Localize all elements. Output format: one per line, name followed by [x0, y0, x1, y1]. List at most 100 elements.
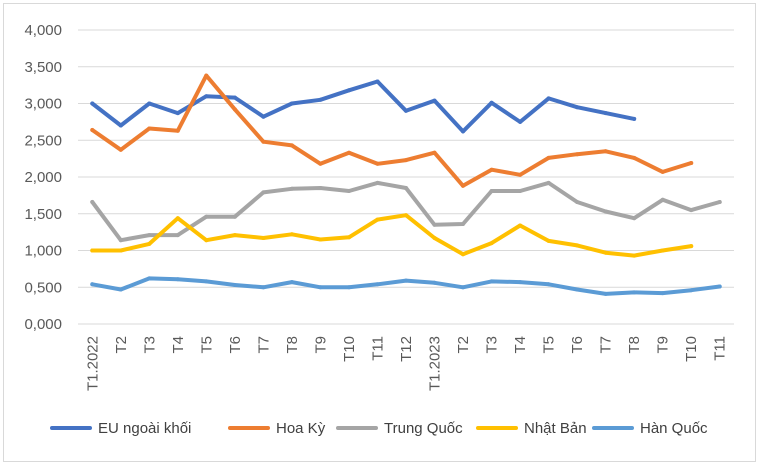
data-point: [175, 128, 180, 133]
data-point: [90, 282, 95, 287]
data-point: [489, 241, 494, 246]
data-point: [489, 189, 494, 193]
x-tick-label: T2: [455, 336, 472, 354]
data-point: [689, 208, 694, 213]
data-point: [175, 277, 180, 282]
data-point: [432, 150, 437, 155]
y-tick-label: 3,000: [24, 96, 62, 113]
x-tick-label: T6: [227, 336, 244, 354]
data-point: [90, 200, 95, 204]
series-lines: [90, 73, 722, 296]
data-point: [175, 216, 180, 221]
data-point: [717, 200, 722, 204]
legend-label: Hoa Kỳ: [276, 420, 326, 437]
data-point: [375, 282, 380, 287]
data-point: [489, 100, 494, 105]
series-line-1: [90, 73, 694, 188]
data-point: [375, 79, 380, 84]
data-point: [289, 186, 294, 191]
data-point: [375, 217, 380, 222]
x-tick-label: T8: [284, 336, 301, 354]
data-point: [518, 119, 523, 124]
x-tick-label: T9: [655, 336, 672, 354]
data-point: [347, 150, 351, 155]
y-tick-label: 2,500: [24, 132, 62, 149]
data-point: [289, 101, 294, 106]
data-point: [232, 214, 237, 219]
data-point: [118, 123, 123, 128]
data-point: [432, 222, 437, 227]
data-point: [404, 158, 408, 163]
data-point: [232, 107, 237, 112]
data-point: [461, 222, 465, 226]
data-point: [518, 189, 523, 193]
data-point: [204, 73, 209, 78]
x-tick-label: T11: [369, 336, 386, 361]
x-tick-label: T10: [683, 336, 700, 362]
data-point: [546, 282, 551, 287]
x-tick-label: T5: [198, 336, 215, 354]
data-point: [632, 116, 637, 121]
data-point: [90, 101, 95, 106]
data-point: [461, 252, 465, 257]
x-tick-label: T2: [113, 336, 130, 354]
data-point: [404, 278, 408, 283]
y-axis-tick-labels: 0,000 0,500 1,000 1,500 2,000 2,500 3,000 3,500…: [24, 22, 62, 333]
data-point: [318, 97, 323, 102]
legend-label: EU ngoài khối: [98, 420, 191, 437]
data-point: [546, 238, 551, 243]
data-point: [575, 243, 580, 248]
data-point: [632, 216, 637, 221]
data-point: [603, 209, 608, 214]
data-point: [489, 167, 494, 172]
data-point: [318, 186, 323, 190]
data-point: [432, 236, 437, 240]
y-tick-label: 3,500: [24, 59, 62, 76]
data-point: [175, 111, 180, 116]
x-axis-tick-labels: T1.2022 T2 T3 T4 T5 T6 T7 T8 T9 T10 T11 T12 T1.2023 T…: [84, 336, 728, 391]
x-tick-label: T7: [255, 336, 272, 354]
data-point: [518, 172, 523, 177]
legend-label: Trung Quốc: [384, 420, 463, 437]
data-point: [404, 186, 408, 190]
x-tick-label: T1.2023: [427, 336, 444, 391]
data-point: [347, 189, 351, 193]
x-tick-label: T6: [569, 336, 586, 354]
data-point: [603, 291, 608, 296]
data-point: [318, 161, 323, 166]
data-point: [632, 155, 637, 160]
data-point: [318, 237, 323, 242]
y-tick-label: 4,000: [24, 22, 62, 39]
series-line-0: [90, 79, 637, 134]
data-point: [546, 96, 551, 101]
data-point: [261, 236, 266, 240]
data-point: [147, 101, 152, 106]
data-point: [632, 253, 637, 258]
data-point: [289, 143, 294, 148]
x-tick-label: T5: [541, 336, 558, 354]
data-point: [660, 197, 665, 202]
data-point: [717, 284, 722, 289]
data-point: [575, 287, 580, 292]
data-point: [432, 280, 437, 285]
data-point: [261, 139, 266, 144]
data-point: [232, 233, 237, 238]
chart-frame: [3, 3, 756, 462]
legend: EU ngoài khối Hoa Kỳ Trung Quốc Nhật Bản Hàn…: [50, 420, 708, 437]
x-tick-label: T9: [312, 336, 329, 354]
data-point: [318, 285, 323, 290]
data-point: [90, 128, 95, 132]
data-point: [204, 94, 209, 99]
series-line-3: [90, 213, 694, 258]
data-point: [660, 291, 665, 296]
data-point: [289, 280, 294, 285]
data-point: [118, 147, 123, 152]
data-point: [147, 126, 152, 131]
data-point: [660, 248, 665, 253]
data-point: [261, 285, 266, 290]
data-point: [689, 244, 694, 249]
series-line-2: [90, 180, 722, 243]
data-point: [575, 200, 580, 204]
data-point: [689, 161, 694, 165]
